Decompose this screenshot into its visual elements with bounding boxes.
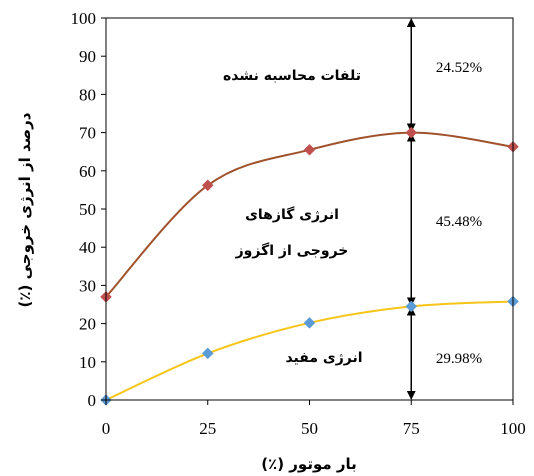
x-tick-label: 75 [403, 419, 420, 438]
annotation-exhaust-label-line1: انرژی گازهای [245, 206, 339, 223]
annotation-useful-percent: 29.98% [436, 351, 482, 367]
y-tick-label: 60 [79, 162, 96, 181]
y-axis-title: درصد از انرژی خروجی (٪) [16, 112, 34, 307]
tick-labels: 0 10 20 30 40 50 60 70 80 90 100 0 25 50 75 100 [71, 9, 526, 438]
y-tick-label: 20 [79, 315, 96, 334]
y-tick-label: 40 [79, 238, 96, 257]
series-1-point [201, 347, 214, 360]
y-tick-label: 50 [79, 200, 96, 219]
x-tick-label: 25 [199, 419, 216, 438]
series-0-point [201, 179, 214, 192]
series-1-point [405, 300, 418, 313]
annotation-unaccounted-percent: 24.52% [436, 60, 482, 76]
y-tick-label: 100 [71, 9, 97, 28]
x-axis-title: بار موتور (٪) [261, 455, 357, 473]
series-1-point [303, 316, 316, 329]
tick-marks [101, 17, 514, 405]
annotation-useful-label: انرژی مفید [285, 350, 362, 366]
y-tick-label: 80 [79, 85, 96, 104]
y-tick-label: 30 [79, 276, 96, 295]
annotation-exhaust-label-line2: خروجی از اگزوز [235, 242, 349, 259]
x-tick-label: 100 [500, 419, 526, 438]
series-0-point [303, 143, 316, 156]
annotations: تلفات محاسبه نشده 24.52% انرژی گازهای خر… [223, 60, 482, 367]
x-tick-label: 50 [301, 419, 318, 438]
y-tick-label: 10 [79, 353, 96, 372]
y-tick-label: 90 [79, 47, 96, 66]
x-tick-label: 0 [102, 419, 111, 438]
series-0-point [405, 126, 418, 139]
annotation-exhaust-percent: 45.48% [436, 214, 482, 230]
y-tick-label: 0 [88, 391, 97, 410]
y-tick-label: 70 [79, 124, 96, 143]
annotation-unaccounted-label: تلفات محاسبه نشده [223, 68, 361, 84]
